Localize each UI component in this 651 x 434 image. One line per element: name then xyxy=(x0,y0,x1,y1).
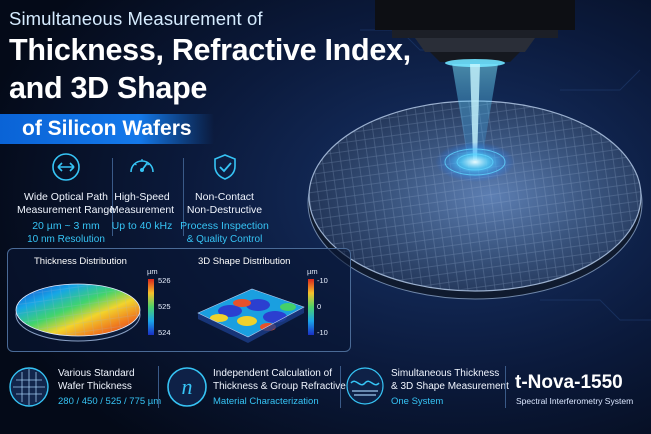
thickness-tick-mid: 525 xyxy=(158,302,171,311)
feature-value-1: 20 µm ~ 3 mm xyxy=(32,220,100,232)
header-line-3: and 3D Shape xyxy=(9,71,208,105)
thickness-unit: µm xyxy=(147,267,158,276)
bottom-label-1: Various Standard xyxy=(58,368,135,379)
feature-label-2: Non-Destructive xyxy=(186,204,263,216)
distribution-panel: Thickness Distribution µm 526 525 524 3D… xyxy=(7,248,351,352)
thickness-tick-bottom: 524 xyxy=(158,328,171,337)
shape-title: 3D Shape Distribution xyxy=(198,256,291,267)
shape-colorbar xyxy=(308,279,314,335)
subtitle-banner-text: of Silicon Wafers xyxy=(22,117,192,140)
bottom-divider xyxy=(340,366,341,408)
bottom-label-2: Wafer Thickness xyxy=(58,381,132,392)
svg-text:n: n xyxy=(182,374,193,399)
bottom-value: 280 / 450 / 525 / 775 µm xyxy=(58,396,162,407)
wave-layers-icon xyxy=(346,367,384,405)
bottom-divider xyxy=(505,366,506,408)
feature-optical-range: Wide Optical Path Measurement Range 20 µ… xyxy=(5,150,127,246)
bottom-item-index: Independent Calculation of Thickness & G… xyxy=(213,367,373,408)
bottom-label-2: & 3D Shape Measurement xyxy=(391,381,509,392)
feature-value-1: Process Inspection xyxy=(180,220,269,232)
thickness-colorbar xyxy=(148,279,154,335)
shape-surface-map xyxy=(197,288,305,343)
feature-label-2: Measurement Range xyxy=(16,204,116,216)
feature-value-2: & Quality Control xyxy=(186,234,263,245)
wafer-grid-icon xyxy=(9,367,49,407)
feature-label-1: High-Speed xyxy=(114,191,170,203)
feature-label-1: Wide Optical Path xyxy=(23,191,109,203)
product-subtitle: Spectral Interferometry System xyxy=(516,396,634,406)
shape-tick-bottom: -10 xyxy=(317,328,328,337)
feature-non-contact: Non-Contact Non-Destructive Process Insp… xyxy=(162,150,287,246)
n-index-icon: n xyxy=(167,367,207,407)
bottom-item-wafer: Various Standard Wafer Thickness 280 / 4… xyxy=(58,367,161,408)
feature-label-1: Non-Contact xyxy=(195,191,254,203)
header-line-1: Simultaneous Measurement of xyxy=(9,8,263,29)
bottom-label-1: Simultaneous Thickness xyxy=(391,368,500,379)
thickness-map xyxy=(15,283,141,342)
feature-divider xyxy=(183,158,184,236)
header-line-2: Thickness, Refractive Index, xyxy=(9,33,411,67)
bottom-divider xyxy=(158,366,159,408)
feature-value-1: Up to 40 kHz xyxy=(111,220,173,232)
arrows-icon xyxy=(52,153,80,181)
shape-tick-top: -10 xyxy=(317,276,328,285)
feature-high-speed: High-Speed Measurement Up to 40 kHz xyxy=(82,150,202,233)
bottom-label-2: Thickness & Group Refractive Index xyxy=(213,381,374,392)
speedometer-icon xyxy=(130,159,154,173)
feature-value-2: 10 nm Resolution xyxy=(27,234,105,245)
bottom-label-1: Independent Calculation of xyxy=(213,368,332,379)
shield-check-icon xyxy=(213,154,236,180)
bottom-value: Material Characterization xyxy=(213,396,319,407)
feature-label-2: Measurement xyxy=(109,204,175,216)
shape-tick-mid: 0 xyxy=(317,302,322,311)
thickness-title: Thickness Distribution xyxy=(34,256,127,267)
subtitle-banner: of Silicon Wafers xyxy=(0,114,214,144)
thickness-tick-top: 526 xyxy=(158,276,171,285)
product-name: t-Nova-1550 xyxy=(515,372,623,393)
feature-divider xyxy=(112,158,113,236)
bottom-value: One System xyxy=(391,396,444,407)
shape-unit: µm xyxy=(307,267,318,276)
bottom-item-one-system: Simultaneous Thickness & 3D Shape Measur… xyxy=(391,367,509,408)
